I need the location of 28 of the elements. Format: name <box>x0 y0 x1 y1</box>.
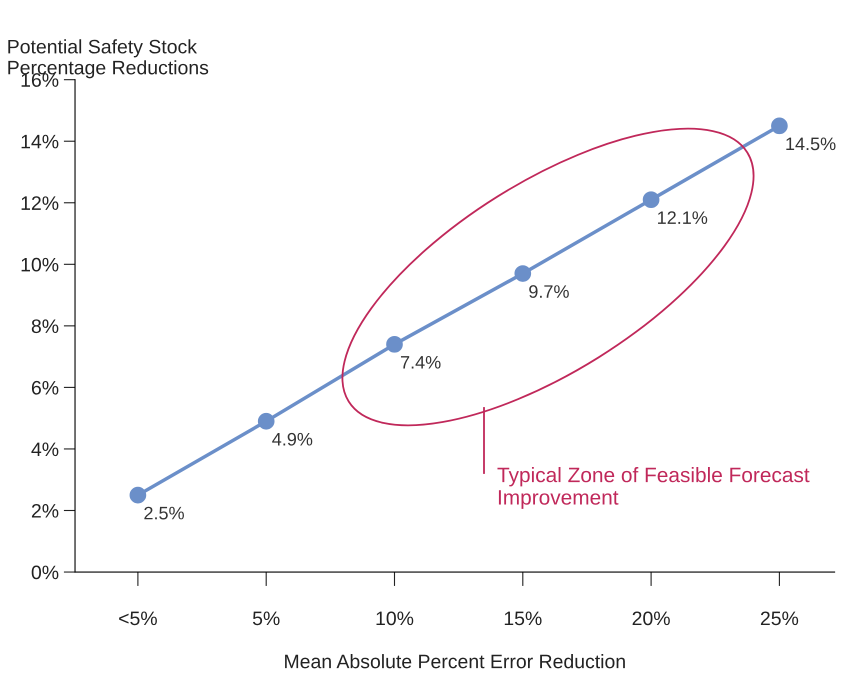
point <box>258 412 275 430</box>
point <box>130 486 146 504</box>
y-tick-label: 2% <box>32 504 58 518</box>
x-tick-label: 15% <box>504 612 542 626</box>
x-tick-label: 10% <box>376 611 414 626</box>
y-tick-label: 12% <box>22 196 58 210</box>
y-tick-label: 4% <box>31 442 58 456</box>
x-axis-title: Mean Absolute Percent Error Reduction <box>285 654 625 668</box>
point <box>642 191 660 208</box>
x-tick-label: <5% <box>119 612 157 626</box>
point <box>771 118 788 134</box>
y-tick-label: 10% <box>22 258 58 272</box>
y-tick-label: 14% <box>22 134 58 148</box>
y-tick-label: 8% <box>32 319 58 334</box>
data-label: 12.1% <box>658 211 708 224</box>
data-label: 9.7% <box>529 285 569 298</box>
x-tick-label: 20% <box>632 611 670 626</box>
data-label: 2.5% <box>144 506 184 520</box>
x-tick-label: 5% <box>252 612 280 626</box>
data-label: 14.5% <box>786 138 836 150</box>
x-tick-label: 25% <box>760 611 798 626</box>
point <box>386 336 403 353</box>
data-label: 7.4% <box>400 356 441 369</box>
y-tick-label: 0% <box>32 566 58 580</box>
annotation: Typical Zone of Feasible Forecast Improvement <box>497 467 810 509</box>
y-tick-label: 6% <box>32 380 58 395</box>
point <box>514 265 532 282</box>
data-label: 4.9% <box>272 432 312 446</box>
